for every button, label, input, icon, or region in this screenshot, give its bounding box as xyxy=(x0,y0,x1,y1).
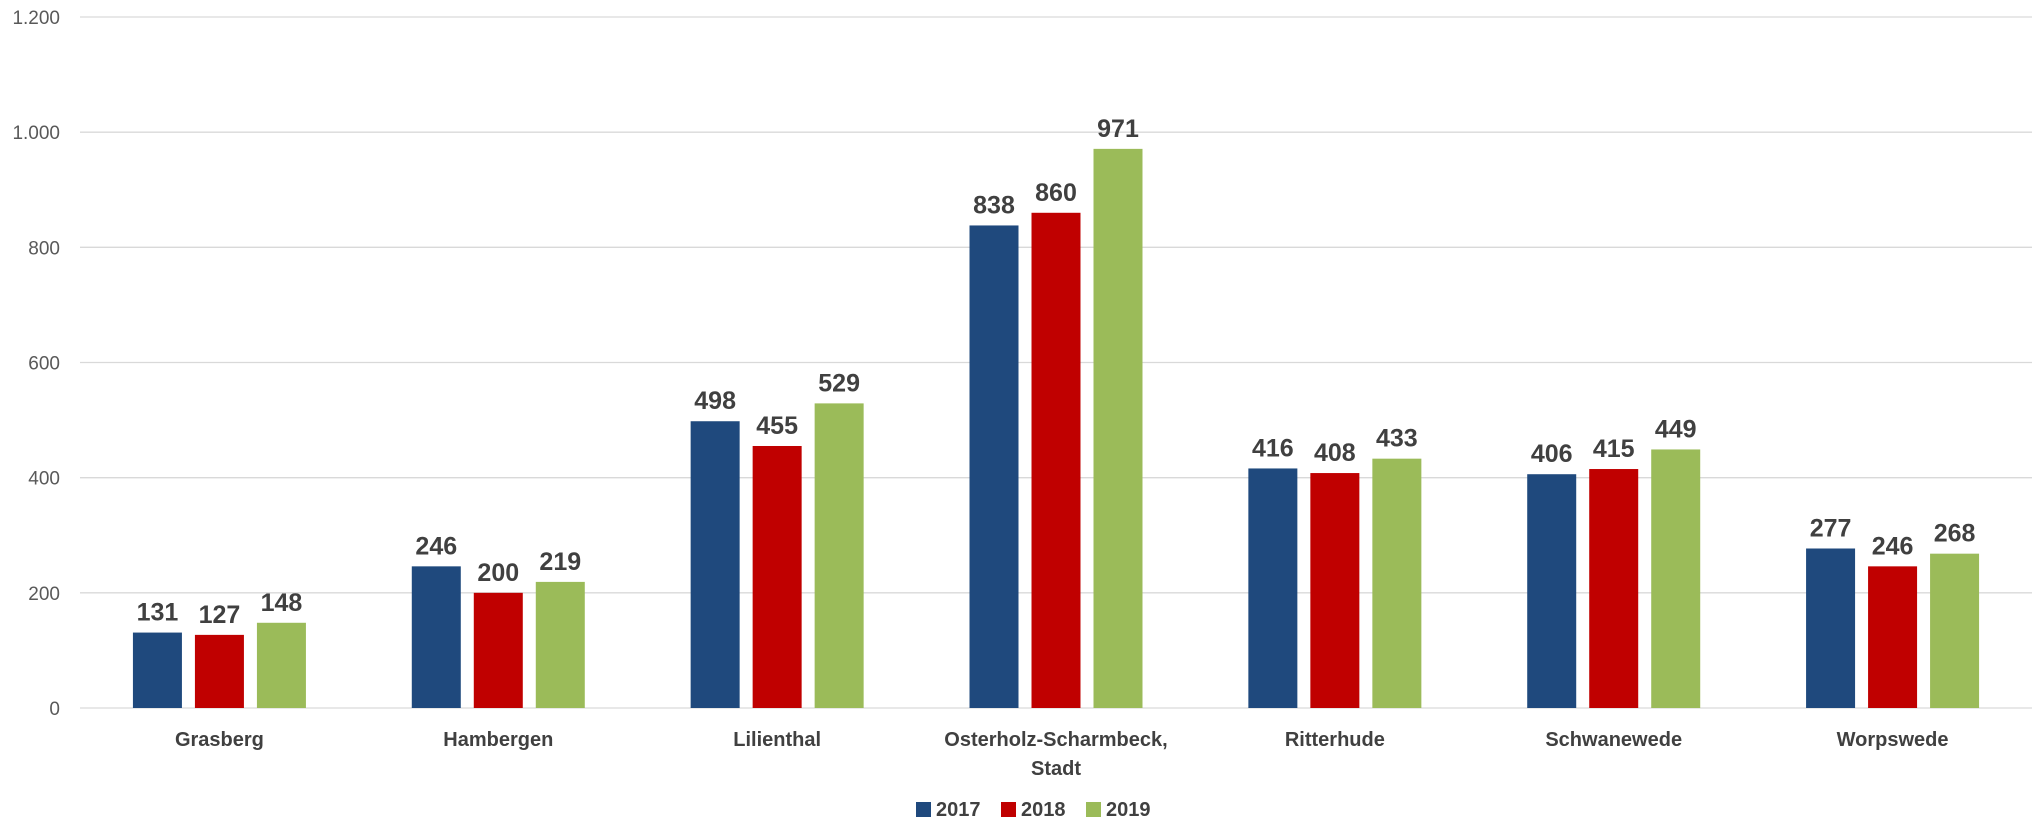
bar xyxy=(473,592,523,708)
bar xyxy=(194,634,244,708)
legend-swatch xyxy=(1086,802,1101,817)
data-label: 498 xyxy=(694,387,736,415)
x-axis-category-labels: Grasberg Hambergen Lilienthal Osterholz-Sch… xyxy=(175,729,1949,780)
y-tick-label: 400 xyxy=(28,469,60,490)
bar xyxy=(132,632,182,708)
bar xyxy=(1806,548,1856,708)
bar xyxy=(1248,468,1298,708)
y-tick-label: 200 xyxy=(28,584,60,605)
data-labels: 131 127 148 246 200 219 498 455 529 838 860 971 416 4… xyxy=(137,115,1976,629)
data-label: 200 xyxy=(477,559,519,587)
legend-label: 2017 xyxy=(936,799,981,821)
bar xyxy=(1093,148,1143,708)
legend: 2017 2018 2019 xyxy=(916,799,1151,821)
y-tick-label: 600 xyxy=(28,354,60,375)
legend-item: 2018 xyxy=(1001,799,1066,821)
bar xyxy=(752,445,802,708)
data-label: 529 xyxy=(818,369,860,397)
legend-swatch xyxy=(1001,802,1016,817)
bar xyxy=(1310,473,1360,708)
category-label: Stadt xyxy=(1031,758,1081,780)
bar xyxy=(1031,212,1081,709)
data-label: 860 xyxy=(1035,179,1077,207)
data-label: 415 xyxy=(1593,435,1635,463)
data-label: 268 xyxy=(1934,520,1976,548)
legend-swatch xyxy=(916,802,931,817)
category-label: Lilienthal xyxy=(733,729,821,751)
data-label: 408 xyxy=(1314,439,1356,467)
bar xyxy=(969,225,1019,708)
bar xyxy=(1589,469,1639,708)
bars xyxy=(132,148,1980,709)
bar xyxy=(411,566,461,708)
data-label: 838 xyxy=(973,191,1015,219)
data-label: 246 xyxy=(1872,532,1914,560)
category-label: Grasberg xyxy=(175,729,264,751)
data-label: 148 xyxy=(261,589,303,617)
y-tick-label: 1.200 xyxy=(12,8,60,29)
legend-label: 2018 xyxy=(1021,799,1066,821)
bar xyxy=(1372,458,1422,708)
bar xyxy=(256,622,306,708)
data-label: 455 xyxy=(756,412,798,440)
data-label: 277 xyxy=(1810,514,1852,542)
legend-label: 2019 xyxy=(1106,799,1151,821)
data-label: 416 xyxy=(1252,434,1294,462)
category-label: Hambergen xyxy=(443,729,553,751)
category-label: Ritterhude xyxy=(1285,729,1385,751)
legend-item: 2019 xyxy=(1086,799,1151,821)
category-label: Osterholz-Scharmbeck, xyxy=(944,729,1167,751)
bar xyxy=(1651,449,1701,708)
data-label: 971 xyxy=(1097,115,1139,143)
data-label: 406 xyxy=(1531,440,1573,468)
y-axis-tick-labels: 0 200 400 600 800 1.000 1.200 xyxy=(12,8,60,720)
data-label: 127 xyxy=(199,601,241,629)
category-label: Worpswede xyxy=(1837,729,1949,751)
data-label: 219 xyxy=(539,548,581,576)
bar xyxy=(535,581,585,708)
bar xyxy=(690,421,740,708)
y-tick-label: 1.000 xyxy=(12,123,60,144)
bar xyxy=(1527,474,1577,708)
data-label: 131 xyxy=(137,599,179,627)
category-label: Schwanewede xyxy=(1545,729,1682,751)
legend-item: 2017 xyxy=(916,799,981,821)
data-label: 449 xyxy=(1655,415,1697,443)
bar xyxy=(1868,566,1918,708)
data-label: 433 xyxy=(1376,425,1418,453)
y-tick-label: 800 xyxy=(28,238,60,259)
y-tick-label: 0 xyxy=(49,699,60,720)
bar xyxy=(814,403,864,708)
bar xyxy=(1930,553,1980,708)
data-label: 246 xyxy=(415,532,457,560)
